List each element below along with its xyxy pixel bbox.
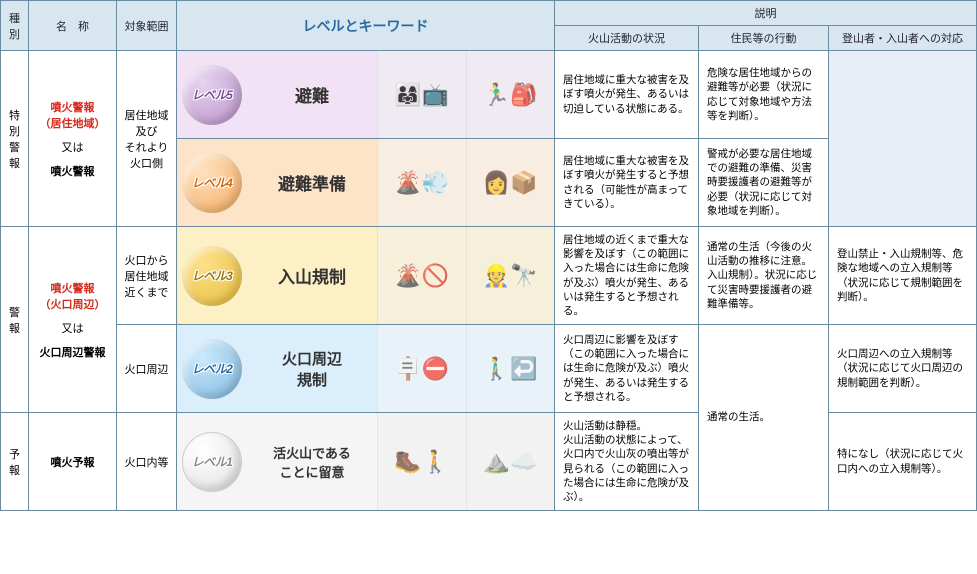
name-5-4: 噴火警報 （居住地域） 又は 噴火警報	[29, 51, 117, 227]
cat-special: 特別 警報	[1, 51, 29, 227]
keyword-4: 避難準備	[247, 139, 377, 226]
scene-2b: 🚶‍♂️↩️	[466, 325, 555, 412]
main-table: 種別 名 称 対象範囲 レベルとキーワード 説明 火山活動の状況 住民等の行動 …	[0, 0, 977, 511]
name-1: 噴火予報	[29, 413, 117, 511]
badge-level-3: レベル3	[182, 246, 242, 306]
range-3: 火口から 居住地域 近くまで	[117, 227, 177, 325]
observer-icon: 👷🔭	[483, 263, 538, 289]
badge-level-5: レベル5	[182, 65, 242, 125]
desc3-1: 特になし（状況に応じて火口内への立入規制等）。	[829, 413, 977, 511]
desc2-5: 危険な居住地域からの避難等が必要（状況に応じて対象地域や方法等を判断）。	[699, 51, 829, 139]
th-name: 名 称	[29, 1, 117, 51]
family-tv-icon: 👨‍👩‍👧📺	[394, 82, 449, 108]
mountain-calm-icon: ⛰️☁️	[483, 449, 538, 475]
level-3-cell: レベル3 入山規制 🌋🚫 👷🔭	[177, 227, 555, 325]
name-3-2: 噴火警報 （火口周辺） 又は 火口周辺警報	[29, 227, 117, 413]
badge-level-1: レベル1	[182, 432, 242, 492]
scene-4b: 👩📦	[466, 139, 555, 226]
volcano-icon: 🌋🚫	[394, 263, 449, 289]
scene-5b: 🏃‍♂️🎒	[466, 51, 555, 138]
cat-warning: 警報	[1, 227, 29, 413]
desc1-4: 居住地域に重大な被害を及ぼす噴火が発生すると予想される（可能性が高まってきている…	[555, 139, 699, 227]
desc1-5: 居住地域に重大な被害を及ぼす噴火が発生、あるいは切迫している状態にある。	[555, 51, 699, 139]
desc2-4: 警戒が必要な居住地域での避難の準備、災害時要援護者の避難等が必要（状況に応じて対…	[699, 139, 829, 227]
th-category: 種別	[1, 1, 29, 51]
desc2-2-1: 通常の生活。	[699, 325, 829, 511]
volcano-alert-table: 種別 名 称 対象範囲 レベルとキーワード 説明 火山活動の状況 住民等の行動 …	[0, 0, 977, 511]
badge-level-2: レベル2	[182, 339, 242, 399]
cat-forecast: 予報	[1, 413, 29, 511]
desc3-5-4	[829, 51, 977, 227]
desc1-2: 火口周辺に影響を及ぼす（この範囲に入った場合には生命に危険が及ぶ）噴火が発生、あ…	[555, 325, 699, 413]
scene-1a: 🥾🚶	[377, 413, 466, 510]
desc3-2: 火口周辺への立入規制等（状況に応じて火口周辺の規制範囲を判断）。	[829, 325, 977, 413]
hiker-turn-icon: 🚶‍♂️↩️	[483, 356, 538, 382]
scene-5a: 👨‍👩‍👧📺	[377, 51, 466, 138]
level-5-cell: レベル5 避難 👨‍👩‍👧📺 🏃‍♂️🎒	[177, 51, 555, 139]
level-4-cell: レベル4 避難準備 🌋💨 👩📦	[177, 139, 555, 227]
level-1-cell: レベル1 活火山である ことに留意 🥾🚶 ⛰️☁️	[177, 413, 555, 511]
keyword-1: 活火山である ことに留意	[247, 413, 377, 510]
range-1: 火口内等	[117, 413, 177, 511]
packing-icon: 👩📦	[483, 170, 538, 196]
scene-2a: 🪧⛔	[377, 325, 466, 412]
desc1-3: 居住地域の近くまで重大な影響を及ぼす（この範囲に入った場合には生命に危険が及ぶ）…	[555, 227, 699, 325]
badge-level-4: レベル4	[182, 153, 242, 213]
keyword-2: 火口周辺 規制	[247, 325, 377, 412]
range-5-4: 居住地域 及び それより 火口側	[117, 51, 177, 227]
keyword-5: 避難	[247, 51, 377, 138]
th-description: 説明	[555, 1, 977, 26]
keyword-3: 入山規制	[247, 227, 377, 324]
desc2-3: 通常の生活（今後の火山活動の推移に注意。入山規制）。状況に応じて災害時要援護者の…	[699, 227, 829, 325]
evacuate-icon: 🏃‍♂️🎒	[483, 82, 538, 108]
th-level-keyword: レベルとキーワード	[177, 1, 555, 51]
level-2-cell: レベル2 火口周辺 規制 🪧⛔ 🚶‍♂️↩️	[177, 325, 555, 413]
scene-3b: 👷🔭	[466, 227, 555, 324]
volcano-smoke-icon: 🌋💨	[394, 170, 449, 196]
hiker-icon: 🥾🚶	[394, 449, 449, 475]
th-sub3: 登山者・入山者への対応	[829, 26, 977, 51]
desc1-1: 火山活動は静穏。 火山活動の状態によって、火口内で火山灰の噴出等が見られる（この…	[555, 413, 699, 511]
th-sub2: 住民等の行動	[699, 26, 829, 51]
scene-3a: 🌋🚫	[377, 227, 466, 324]
scene-1b: ⛰️☁️	[466, 413, 555, 510]
desc3-3: 登山禁止・入山規制等、危険な地域への立入規制等（状況に応じて規制範囲を判断）。	[829, 227, 977, 325]
th-range: 対象範囲	[117, 1, 177, 51]
scene-4a: 🌋💨	[377, 139, 466, 226]
no-entry-sign-icon: 🪧⛔	[394, 356, 449, 382]
th-sub1: 火山活動の状況	[555, 26, 699, 51]
range-2: 火口周辺	[117, 325, 177, 413]
